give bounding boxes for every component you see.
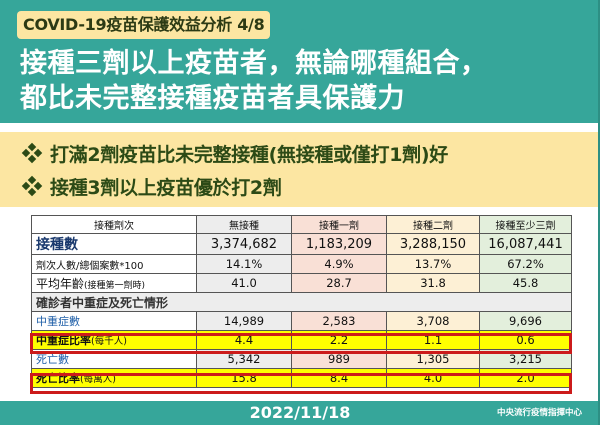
- row-label: 劑次人數/總個案數*100: [31, 254, 197, 274]
- table-row: 劑次人數/總個案數*100 14.1% 4.9% 13.7% 67.2%: [31, 254, 572, 274]
- headline-line-2: 都比未完整接種疫苗者具保護力: [20, 83, 405, 114]
- key-points: 打滿2劑疫苗比未完整接種(無接種或僅打1劑)好 接種3劑以上疫苗優於打2劑: [0, 132, 600, 207]
- table-cell: 3,374,682: [196, 233, 292, 255]
- table-header-row: 接種劑次 無接種 接種一劑 接種二劑 接種至少三劑: [31, 215, 572, 234]
- table-cell: 28.7: [291, 273, 387, 293]
- header-banner: COVID-19疫苗保護效益分析 4/8 接種三劑以上疫苗者，無論哪種組合， 都…: [0, 0, 600, 123]
- table-cell: 9,696: [479, 311, 572, 331]
- row-label: 中重症比率(每千人): [31, 330, 197, 350]
- table-cell: 4.9%: [291, 254, 387, 274]
- table-cell: 2.2: [291, 330, 387, 350]
- row-label: 接種數: [31, 233, 197, 255]
- table-cell: 3,708: [386, 311, 480, 331]
- table-cell: 14,989: [196, 311, 292, 331]
- edge-stripe: [598, 0, 600, 425]
- table-cell: 2.0: [479, 368, 572, 388]
- table-cell: 3,215: [479, 349, 572, 369]
- column-header: 接種至少三劑: [479, 215, 572, 234]
- column-header: 接種一劑: [291, 215, 387, 234]
- table-row: 死亡數 5,342 989 1,305 3,215: [31, 349, 572, 369]
- table-cell: 4.4: [196, 330, 292, 350]
- table-row: 中重症數 14,989 2,583 3,708 9,696: [31, 311, 572, 331]
- table-cell: 1,183,209: [291, 233, 387, 255]
- footer: 2022/11/18 中央流行疫情指揮中心: [0, 401, 600, 425]
- table-cell: 989: [291, 349, 387, 369]
- highlighted-row: 死亡比率(每萬人) 15.8 8.4 4.0 2.0: [31, 368, 572, 388]
- key-point: 打滿2劑疫苗比未完整接種(無接種或僅打1劑)好: [21, 138, 448, 168]
- table-cell: 1,305: [386, 349, 480, 369]
- table-cell: 2,583: [291, 311, 387, 331]
- section-header-row: 確診者中重症及死亡情形: [31, 292, 572, 312]
- table-cell: 4.0: [386, 368, 480, 388]
- table-cell: 1.1: [386, 330, 480, 350]
- headline-line-1: 接種三劑以上疫苗者，無論哪種組合，: [20, 48, 488, 79]
- headline: 接種三劑以上疫苗者，無論哪種組合， 都比未完整接種疫苗者具保護力: [20, 46, 590, 116]
- key-point-text: 打滿2劑疫苗比未完整接種(無接種或僅打1劑)好: [50, 143, 448, 166]
- vaccine-effectiveness-table: 接種劑次 無接種 接種一劑 接種二劑 接種至少三劑 接種數 3,374,682 …: [31, 215, 572, 388]
- column-header: 接種劑次: [31, 215, 197, 234]
- table-cell: 31.8: [386, 273, 480, 293]
- table-row: 接種數 3,374,682 1,183,209 3,288,150 16,087…: [31, 233, 572, 255]
- table-cell: 41.0: [196, 273, 292, 293]
- diamond-cluster-icon: [21, 142, 43, 164]
- slide-badge: COVID-19疫苗保護效益分析 4/8: [17, 11, 271, 39]
- table-cell: 14.1%: [196, 254, 292, 274]
- row-label: 死亡數: [31, 349, 197, 369]
- footer-organization: 中央流行疫情指揮中心: [496, 408, 582, 418]
- row-label: 中重症數: [31, 311, 197, 331]
- table-cell: 8.4: [291, 368, 387, 388]
- table-cell: 15.8: [196, 368, 292, 388]
- highlighted-row: 中重症比率(每千人) 4.4 2.2 1.1 0.6: [31, 330, 572, 350]
- diamond-cluster-icon: [21, 175, 43, 197]
- row-label: 死亡比率(每萬人): [31, 368, 197, 388]
- column-header: 無接種: [196, 215, 292, 234]
- key-point-text: 接種3劑以上疫苗優於打2劑: [50, 176, 282, 199]
- table-cell: 67.2%: [479, 254, 572, 274]
- footer-date: 2022/11/18: [249, 403, 351, 422]
- table-row: 平均年齡(接種第一劑時) 41.0 28.7 31.8 45.8: [31, 273, 572, 293]
- table-cell: 16,087,441: [479, 233, 572, 255]
- column-header: 接種二劑: [386, 215, 480, 234]
- table-cell: 13.7%: [386, 254, 480, 274]
- table-cell: 3,288,150: [386, 233, 480, 255]
- table-cell: 45.8: [479, 273, 572, 293]
- section-title: 確診者中重症及死亡情形: [31, 292, 572, 312]
- table-cell: 0.6: [479, 330, 572, 350]
- table-cell: 5,342: [196, 349, 292, 369]
- key-point: 接種3劑以上疫苗優於打2劑: [21, 171, 282, 201]
- row-label: 平均年齡(接種第一劑時): [31, 273, 197, 293]
